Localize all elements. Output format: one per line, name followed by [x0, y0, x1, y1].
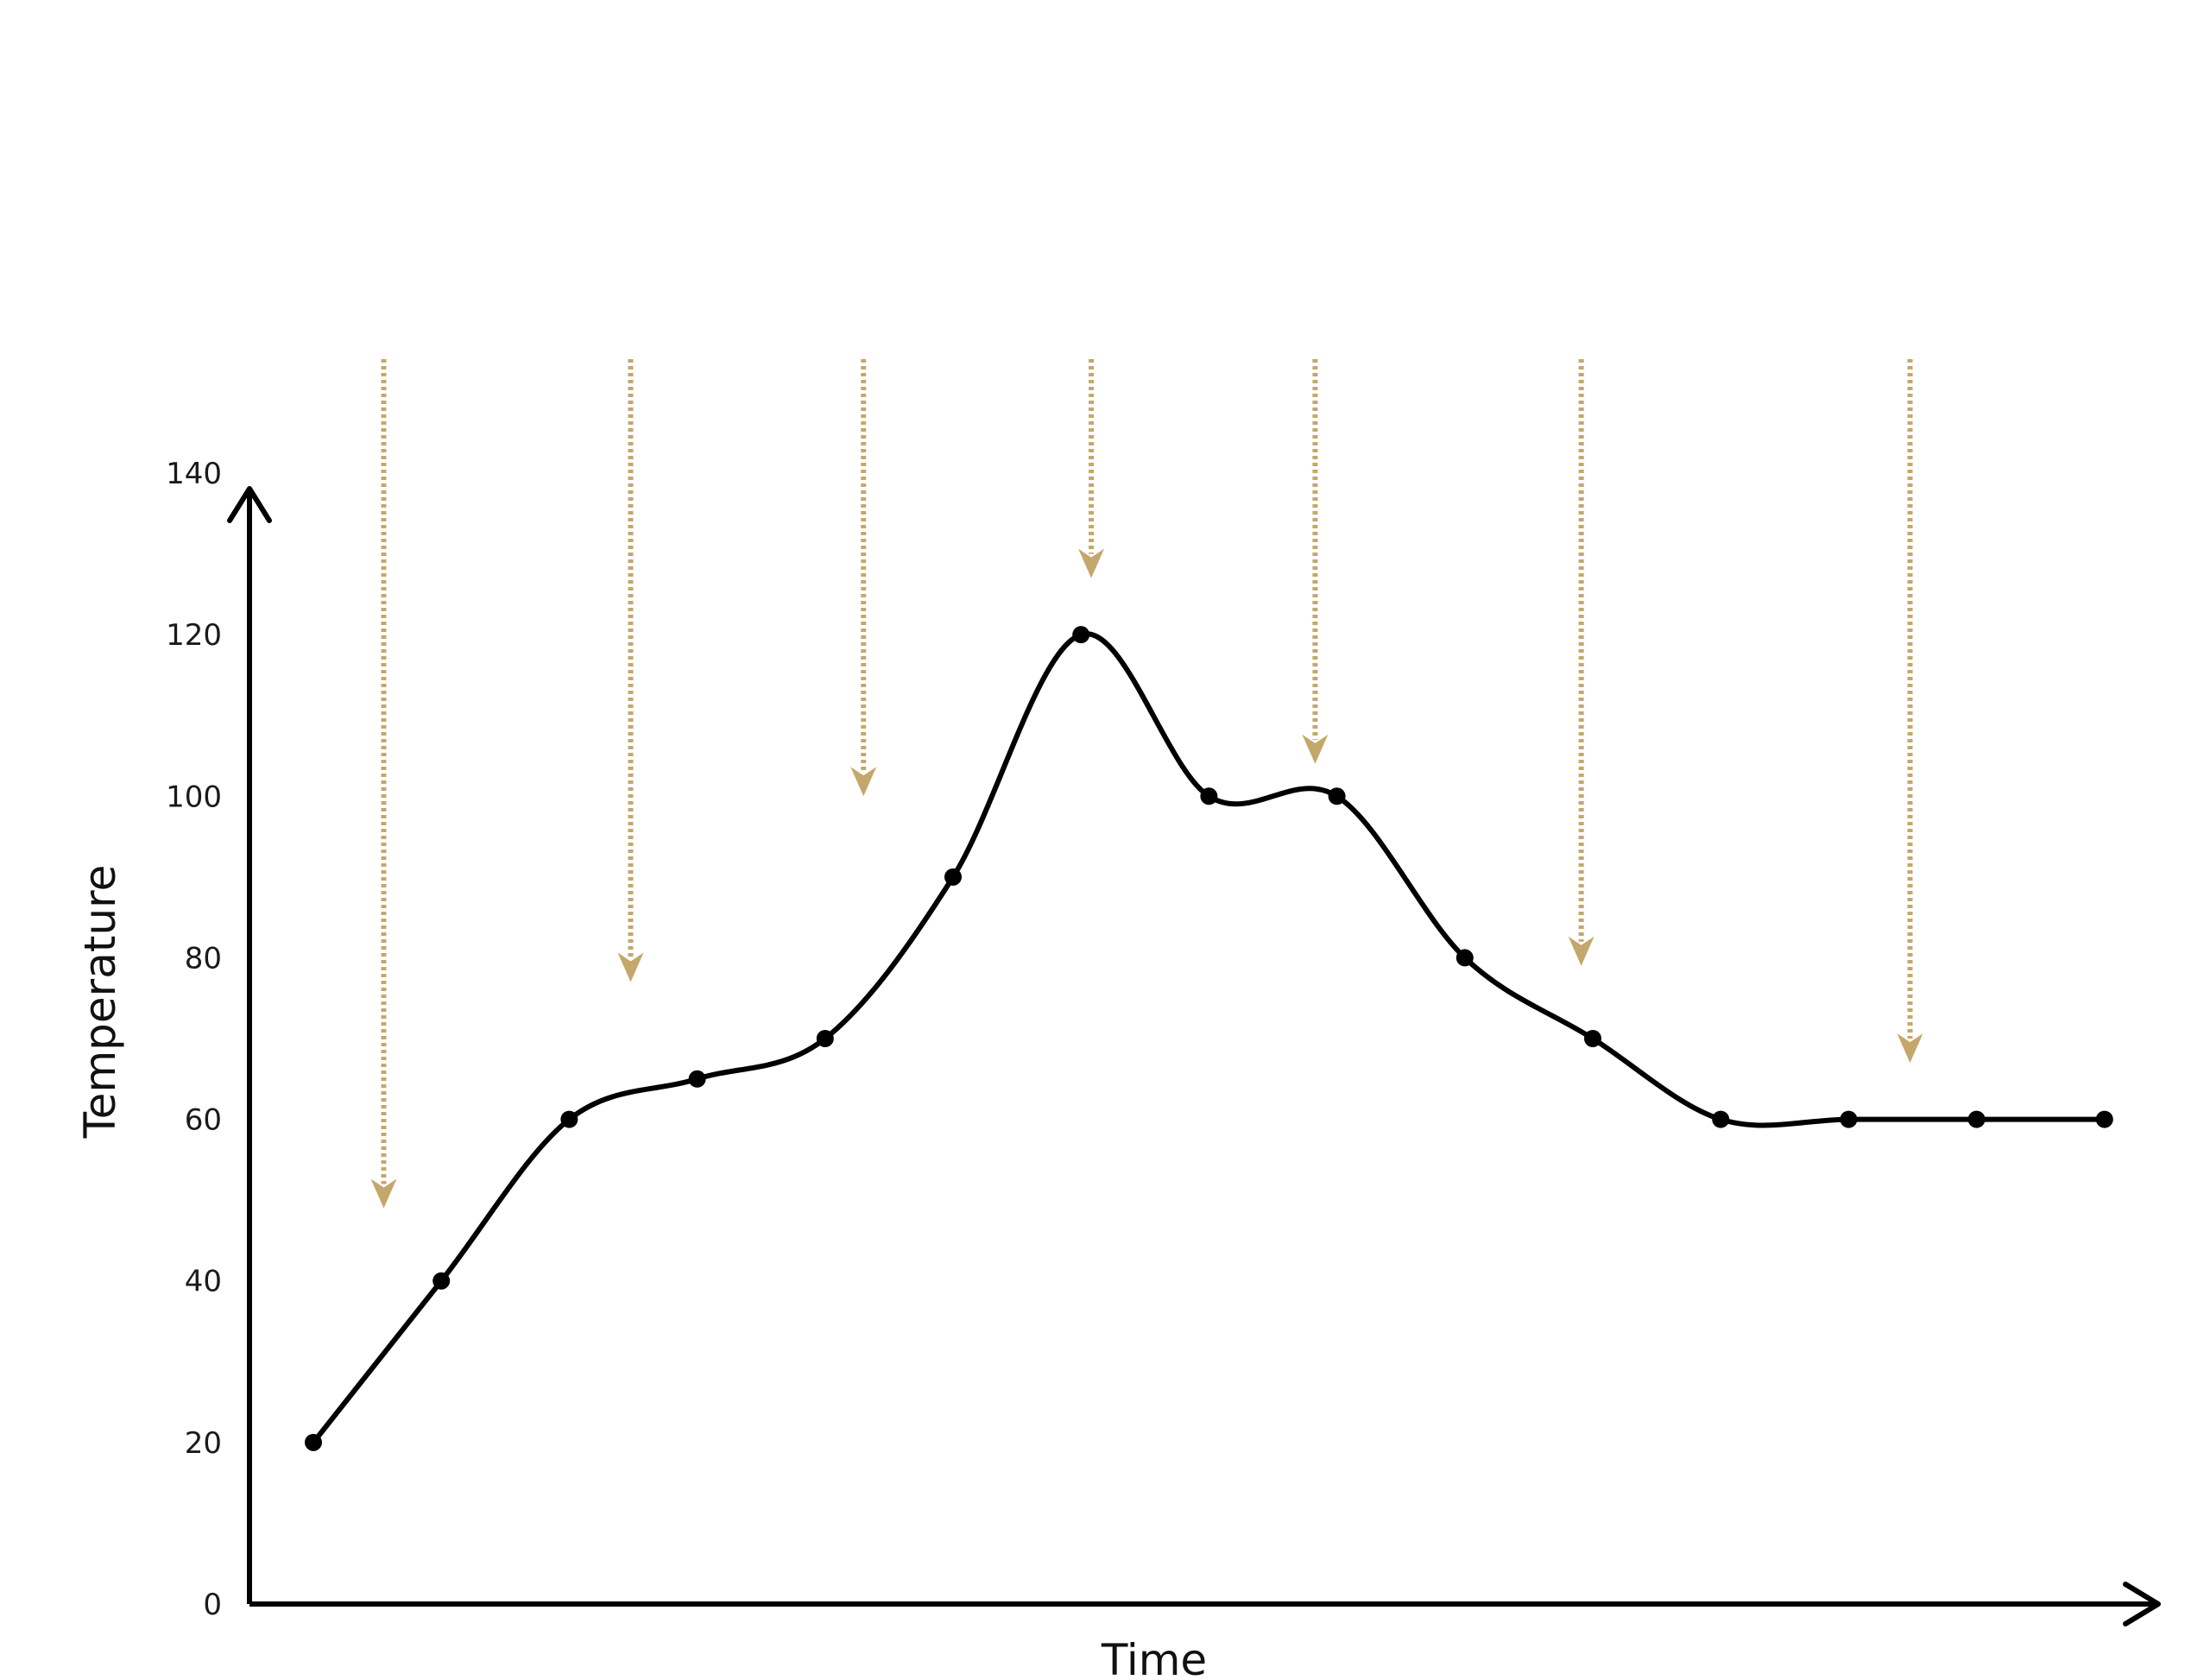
data-point: [688, 1070, 706, 1088]
dotted-arrow: [1897, 359, 1923, 1064]
y-axis-arrowhead: [227, 486, 272, 523]
dotted-arrow-head: [1897, 1033, 1923, 1064]
axes: [227, 486, 2161, 1626]
dotted-arrow: [1078, 359, 1105, 578]
y-tick-label: 140: [166, 457, 222, 491]
series-layer: [305, 626, 2113, 1451]
data-point: [560, 1110, 578, 1128]
dotted-arrow-head: [370, 1178, 397, 1209]
y-tick-labels: 0 20 40 60 80 100 120 140: [166, 457, 222, 1622]
data-point: [1840, 1110, 1858, 1128]
y-tick-label: 0: [203, 1588, 222, 1622]
dotted-arrow-head: [617, 952, 644, 982]
dotted-arrow: [1302, 359, 1329, 764]
arrows-layer: [370, 359, 1923, 1209]
x-axis-title: Time: [1101, 1635, 1207, 1680]
series-line: [311, 631, 2105, 1444]
dotted-arrow: [370, 359, 397, 1209]
data-point: [305, 1433, 322, 1451]
y-axis-title: Temperature: [75, 865, 125, 1140]
data-point: [816, 1030, 834, 1047]
data-point: [433, 1272, 451, 1290]
y-tick-label: 100: [166, 780, 222, 814]
data-point: [944, 868, 962, 886]
dotted-arrow-head: [1302, 734, 1329, 764]
y-tick-label: 20: [185, 1426, 222, 1461]
y-tick-label: 60: [185, 1103, 222, 1138]
data-point: [1584, 1030, 1601, 1047]
y-tick-label: 120: [166, 618, 222, 653]
data-point: [1967, 1110, 1986, 1128]
data-point: [1712, 1110, 1730, 1128]
dotted-arrow: [617, 359, 644, 982]
data-point: [1072, 626, 1090, 644]
data-point: [2095, 1110, 2113, 1128]
dotted-arrow-head: [1568, 936, 1594, 966]
y-tick-label: 80: [185, 941, 222, 976]
x-axis-arrowhead: [2123, 1582, 2161, 1626]
data-point: [1328, 787, 1346, 805]
dotted-arrow-head: [1078, 548, 1105, 578]
dotted-arrow-head: [850, 767, 877, 797]
y-tick-label: 40: [185, 1265, 222, 1299]
dotted-arrow: [850, 359, 877, 797]
data-point: [1200, 787, 1218, 805]
dotted-arrow: [1568, 359, 1594, 966]
data-point: [1455, 949, 1474, 967]
